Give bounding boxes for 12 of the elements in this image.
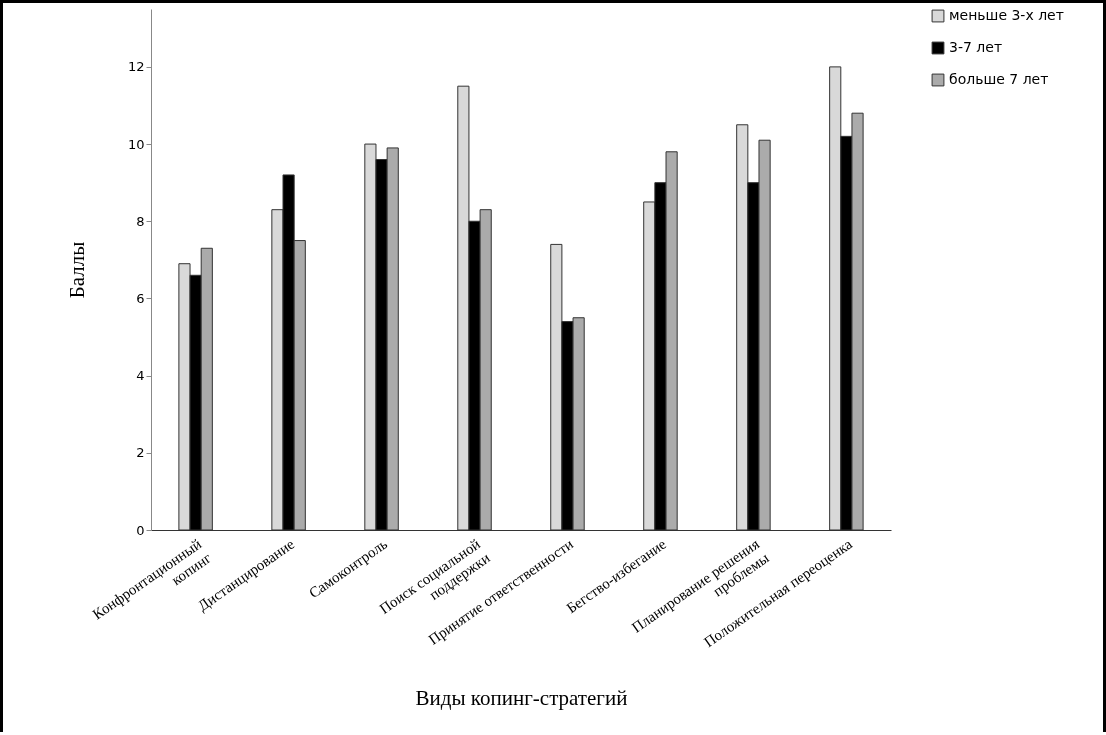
y-tick-label: 8 — [136, 213, 145, 229]
y-tick-label: 6 — [136, 290, 145, 306]
y-axis-title: Баллы — [64, 241, 89, 299]
y-tick-label: 0 — [136, 522, 145, 538]
y-tick-label: 4 — [136, 368, 145, 384]
y-tick-label: 12 — [127, 59, 145, 75]
y-tick-label: 2 — [136, 445, 145, 461]
x-axis-title: Виды копинг-стратегий — [415, 686, 628, 711]
legend-label: меньше 3-х лет — [949, 7, 1064, 23]
legend-label: 3-7 лет — [949, 39, 1003, 55]
y-tick-label: 10 — [127, 136, 145, 152]
legend-label: больше 7 лет — [949, 71, 1049, 87]
